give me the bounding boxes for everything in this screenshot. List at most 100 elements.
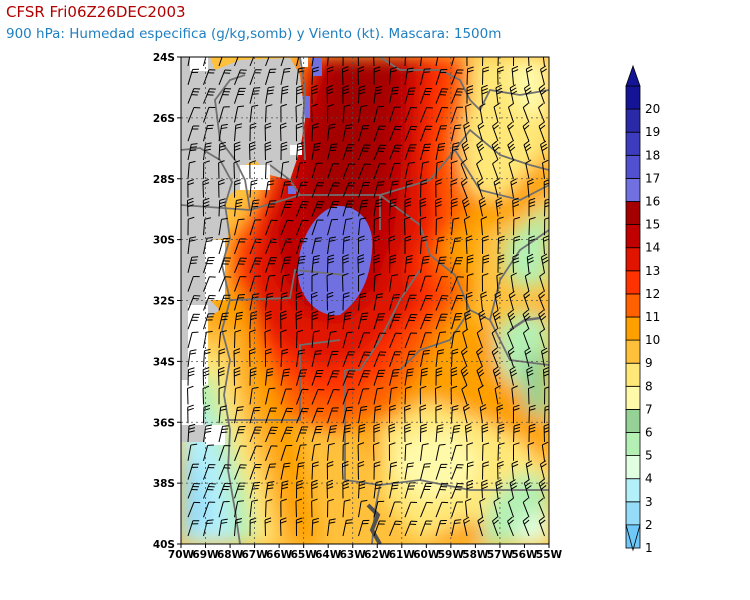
wind-barb <box>466 57 468 67</box>
wind-barb <box>507 121 514 142</box>
wind-barb <box>404 254 413 273</box>
wind-barb <box>249 199 260 217</box>
wind-barb <box>404 179 413 198</box>
colorbar-swatch <box>625 108 641 133</box>
colorbar-swatch <box>625 131 641 156</box>
wind-barb <box>295 310 303 330</box>
humidity-field <box>181 57 549 544</box>
wind-barb <box>311 498 318 518</box>
wind-barb <box>218 330 227 349</box>
wind-barb <box>327 442 335 461</box>
wind-barb <box>389 125 402 142</box>
wind-barb <box>435 404 443 424</box>
wind-barb <box>373 351 387 367</box>
wind-barb <box>327 350 339 367</box>
wind-barb <box>511 385 518 405</box>
wind-barb <box>522 121 530 142</box>
wind-barb <box>279 517 287 537</box>
wind-barb <box>342 311 352 330</box>
wind-barb <box>510 178 518 198</box>
wind-barb <box>234 238 247 255</box>
wind-barb <box>311 369 324 386</box>
wind-barb <box>373 105 385 123</box>
wind-barb <box>523 140 532 161</box>
colorbar-swatch <box>625 154 641 179</box>
wind-barb <box>451 501 463 518</box>
wind-barb <box>435 142 446 161</box>
wind-barb <box>342 388 355 405</box>
wind-barb <box>419 404 427 424</box>
wind-barb <box>327 123 336 142</box>
wind-barb <box>404 87 416 104</box>
wind-barb <box>451 106 463 123</box>
wind-barb <box>234 123 243 142</box>
wind-barb <box>476 159 483 179</box>
wind-barb <box>326 479 334 499</box>
wind-barb <box>280 67 291 85</box>
wind-barb <box>420 88 433 104</box>
wind-barb <box>327 200 340 217</box>
wind-barb <box>507 497 514 518</box>
wind-barb <box>544 217 549 236</box>
wind-barb <box>464 423 472 443</box>
wind-barb <box>480 291 488 311</box>
wind-barb <box>404 442 412 461</box>
wind-barb <box>404 162 415 179</box>
wind-barb <box>420 179 428 198</box>
lat-tick-label: 40S <box>153 539 175 551</box>
wind-barb <box>203 142 212 161</box>
wind-barb <box>218 69 232 85</box>
wind-barb <box>540 65 547 85</box>
wind-barb <box>265 68 277 85</box>
lat-tick-label: 30S <box>153 235 175 247</box>
wind-barb <box>280 444 293 461</box>
wind-barb <box>280 141 288 161</box>
wind-barb <box>218 348 226 367</box>
wind-barb <box>497 254 505 273</box>
wind-barb <box>234 518 242 537</box>
wind-barb <box>465 291 473 311</box>
wind-barb <box>249 517 257 537</box>
wind-barb <box>265 407 278 424</box>
wind-barb <box>543 179 549 198</box>
wind-barb <box>264 329 272 349</box>
wind-barb <box>264 122 272 142</box>
colorbar-label: 5 <box>645 449 653 463</box>
wind-barb <box>461 197 470 217</box>
wind-barb <box>296 444 307 461</box>
wind-barb <box>218 518 228 537</box>
wind-barb <box>538 309 547 330</box>
wind-barb <box>507 309 516 330</box>
wind-barb <box>522 516 530 537</box>
wind-barb <box>528 216 536 236</box>
wind-barb <box>497 66 504 85</box>
wind-barb <box>509 479 518 499</box>
wind-barb <box>233 348 241 367</box>
wind-barb <box>513 442 520 461</box>
wind-barb <box>280 407 294 424</box>
wind-barb <box>525 460 533 480</box>
wind-barb <box>435 463 448 480</box>
wind-barb <box>404 368 414 386</box>
wind-barb <box>311 219 324 236</box>
wind-barb <box>435 57 439 67</box>
wind-barb <box>450 178 458 198</box>
wind-barb <box>186 197 194 217</box>
wind-barb <box>296 388 309 405</box>
wind-barb <box>187 443 198 461</box>
wind-barb <box>342 499 351 518</box>
political-borders <box>181 57 549 544</box>
wind-barb <box>358 163 371 179</box>
wind-barb <box>296 181 308 198</box>
wind-barb <box>234 464 247 480</box>
wind-barb <box>404 313 418 330</box>
wind-barb <box>435 236 445 255</box>
lat-tick-label: 28S <box>153 174 175 186</box>
wind-barb <box>522 328 530 349</box>
wind-barb <box>218 106 230 123</box>
wind-barb <box>280 498 287 518</box>
wind-barb <box>476 140 485 161</box>
wind-barb <box>497 57 499 67</box>
wind-barb <box>513 216 521 236</box>
